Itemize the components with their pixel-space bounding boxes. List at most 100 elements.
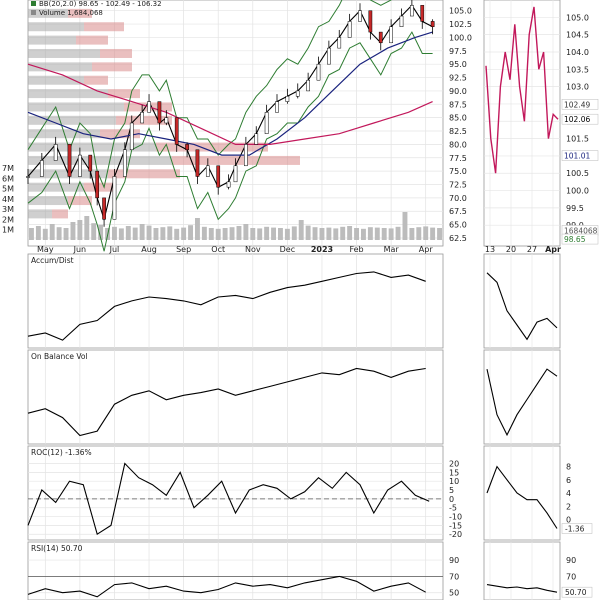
x-axis-label: Oct bbox=[211, 245, 225, 254]
price-tick-label: 90.0 bbox=[449, 87, 467, 96]
price-tick-label: 92.5 bbox=[449, 74, 467, 83]
volume-bar bbox=[367, 227, 373, 240]
candle-body bbox=[264, 112, 269, 134]
legend-swatch bbox=[31, 10, 36, 15]
legend-label: Volume 1,684,068 bbox=[39, 9, 103, 17]
volume-bar bbox=[305, 225, 311, 240]
candle-body bbox=[430, 21, 435, 27]
volume-tick-label: 6M bbox=[2, 174, 14, 183]
volume-bar bbox=[243, 224, 249, 240]
volume-profile-down-bar bbox=[68, 8, 92, 18]
zoom-price-tick-label: 101.5 bbox=[566, 135, 589, 144]
roc-tick-label: 5 bbox=[449, 486, 454, 495]
roc-zoom-line bbox=[486, 465, 558, 529]
roc-current-label: -1.36 bbox=[565, 524, 585, 533]
volume-bar bbox=[174, 228, 180, 240]
price-tick-label: 95.0 bbox=[449, 60, 467, 69]
candle-body bbox=[337, 37, 342, 49]
roc-zoom-tick-label: 0 bbox=[566, 515, 571, 524]
volume-bar bbox=[381, 228, 387, 240]
candle-body bbox=[378, 31, 383, 44]
volume-profile-up-bar bbox=[28, 48, 100, 58]
candle-body bbox=[157, 101, 162, 124]
zoom-x-axis-label: 13 bbox=[485, 245, 495, 254]
volume-bar bbox=[271, 227, 276, 240]
volume-bar bbox=[340, 226, 346, 240]
roc-tick-label: 20 bbox=[449, 460, 459, 469]
zoom-price-tick-label: 103.5 bbox=[566, 65, 589, 74]
zoom-price-tick-label: 104.0 bbox=[566, 48, 589, 57]
x-axis-label: 2023 bbox=[311, 245, 333, 254]
candle-body bbox=[275, 101, 279, 113]
value-tag-label: 98.65 bbox=[564, 235, 586, 244]
value-tag-label: 102.06 bbox=[564, 115, 590, 124]
candle-body bbox=[26, 176, 30, 178]
candle-body bbox=[112, 176, 117, 220]
volume-bar bbox=[416, 227, 422, 240]
price-tick-label: 62.5 bbox=[449, 234, 467, 243]
zoom-x-axis-label: 27 bbox=[527, 245, 537, 254]
zoom-x-axis-label: 20 bbox=[506, 245, 516, 254]
price-tick-label: 75.0 bbox=[449, 167, 467, 176]
candle-body bbox=[327, 47, 331, 65]
panel-frame-obv bbox=[27, 349, 444, 445]
price-tick-label: 67.5 bbox=[449, 207, 467, 216]
zoom-price-tick-label: 99.5 bbox=[566, 204, 584, 213]
value-tag-box bbox=[561, 150, 599, 161]
volume-profile-down-bar bbox=[156, 142, 268, 152]
candle-body bbox=[95, 170, 100, 199]
volume-bar bbox=[91, 223, 97, 240]
panel-frame-rsi bbox=[27, 541, 444, 601]
volume-bar bbox=[354, 228, 359, 240]
volume-bar bbox=[70, 222, 76, 240]
volume-profile-down-bar bbox=[100, 48, 132, 58]
volume-profile-up-bar bbox=[28, 8, 68, 18]
volume-profile-up-bar bbox=[28, 89, 108, 99]
volume-tick-label: 5M bbox=[2, 185, 14, 194]
volume-bar bbox=[264, 226, 270, 240]
zoom-frame-ad bbox=[483, 253, 561, 349]
volume-bar bbox=[222, 228, 228, 240]
candle-body bbox=[389, 26, 393, 44]
volume-profile-down-bar bbox=[68, 196, 92, 206]
volume-bar bbox=[423, 226, 429, 240]
value-tag-label: 1684068 bbox=[564, 226, 598, 235]
volume-profile bbox=[28, 8, 300, 219]
zoom-x-axis-label: Apr bbox=[545, 245, 561, 254]
volume-bar bbox=[160, 227, 166, 240]
volume-bar bbox=[430, 227, 436, 240]
volume-bar bbox=[312, 227, 318, 240]
price-tick-label: 97.5 bbox=[449, 47, 467, 56]
x-axis-label: Mar bbox=[384, 245, 400, 254]
candle-body bbox=[285, 96, 290, 102]
rsi-zoom-tick-label: 90 bbox=[566, 556, 576, 565]
volume-bar bbox=[63, 228, 69, 240]
roc-tick-label: -20 bbox=[449, 530, 462, 539]
volume-bar bbox=[201, 226, 207, 240]
candle-body bbox=[88, 154, 93, 172]
price-series-ma-short bbox=[27, 31, 433, 156]
rsi-current-box bbox=[561, 586, 593, 598]
rsi-title: RSI(14) 50.70 bbox=[31, 544, 83, 553]
panel-frame-roc bbox=[27, 445, 444, 541]
rsi-tick-label: 50 bbox=[449, 589, 459, 598]
price-tick-label: 100.0 bbox=[449, 33, 472, 42]
volume-bar bbox=[29, 228, 34, 240]
volume-profile-up-bar bbox=[28, 35, 76, 45]
value-tag-box bbox=[561, 233, 599, 245]
obv-title: On Balance Vol bbox=[31, 352, 88, 361]
accum-dist-title: Accum/Dist bbox=[31, 256, 74, 265]
candle-body bbox=[306, 79, 310, 92]
volume-bar bbox=[181, 227, 187, 240]
roc-zoom-tick-label: 6 bbox=[566, 476, 571, 485]
volume-profile-down-bar bbox=[100, 129, 140, 139]
x-axis-label: May bbox=[37, 245, 54, 254]
volume-bar bbox=[291, 226, 297, 240]
volume-bar bbox=[361, 228, 366, 240]
price-lines bbox=[26, 0, 559, 598]
x-axis-label: Jun bbox=[73, 245, 87, 254]
price-tick-label: 77.5 bbox=[449, 154, 467, 163]
volume-profile-up-bar bbox=[28, 155, 172, 165]
